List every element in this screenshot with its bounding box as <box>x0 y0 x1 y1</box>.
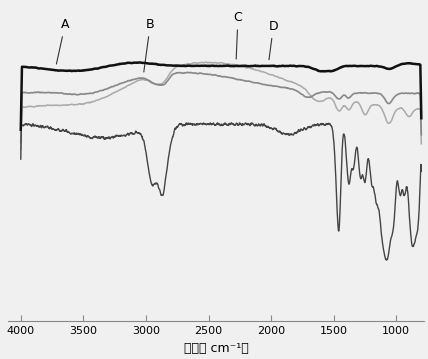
Text: D: D <box>269 20 278 60</box>
Text: C: C <box>234 11 242 59</box>
X-axis label: 波数（ cm⁻¹）: 波数（ cm⁻¹） <box>184 342 248 355</box>
Text: A: A <box>56 18 69 64</box>
Text: B: B <box>144 18 155 72</box>
